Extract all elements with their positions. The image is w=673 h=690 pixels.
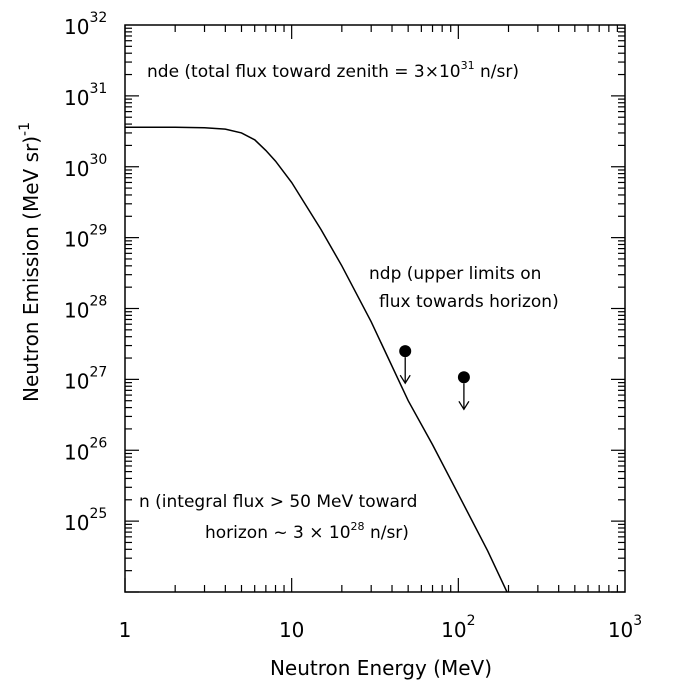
y-tick-label: 1026 [64, 435, 107, 464]
y-tick-labels: 1025 1026 1027 1028 1029 1030 1031 1032 [64, 10, 107, 535]
y-tick-label: 1031 [64, 81, 107, 110]
y-tick-label: 1032 [64, 10, 107, 39]
upper-limit-arrow-head [458, 400, 470, 411]
annotation-n-line2: horizon ~ 3 × 1028 n/sr) [205, 520, 409, 543]
axis-ticks [124, 25, 625, 593]
upper-limit-arrow-head [399, 374, 411, 385]
annotation-ndp-line1: ndp (upper limits on [369, 264, 541, 284]
upper-limit-group [399, 345, 470, 411]
x-axis-title: Neutron Energy (MeV) [270, 656, 492, 680]
upper-limit-point [457, 371, 470, 384]
x-tick-label: 102 [441, 613, 475, 642]
upper-limit-point [399, 345, 412, 358]
x-tick-label: 10 [279, 618, 304, 642]
x-tick-labels: 1 10 102 103 [119, 613, 643, 642]
y-tick-label: 1025 [64, 506, 107, 535]
x-tick-label: 1 [119, 618, 132, 642]
annotation-n-line1: n (integral flux > 50 MeV toward [139, 492, 417, 512]
y-axis-title: Neutron Emission (MeV sr)-1 [17, 122, 43, 402]
y-tick-label: 1029 [64, 223, 107, 252]
y-tick-label: 1030 [64, 152, 107, 181]
series-line [125, 126, 508, 592]
y-tick-label: 1028 [64, 294, 107, 323]
y-tick-label: 1027 [64, 364, 107, 393]
series-group [125, 126, 508, 592]
x-tick-label: 103 [608, 613, 642, 642]
annotation-nde: nde (total flux toward zenith = 3×1031 n… [147, 59, 519, 82]
annotation-ndp-line2: flux towards horizon) [379, 292, 559, 312]
